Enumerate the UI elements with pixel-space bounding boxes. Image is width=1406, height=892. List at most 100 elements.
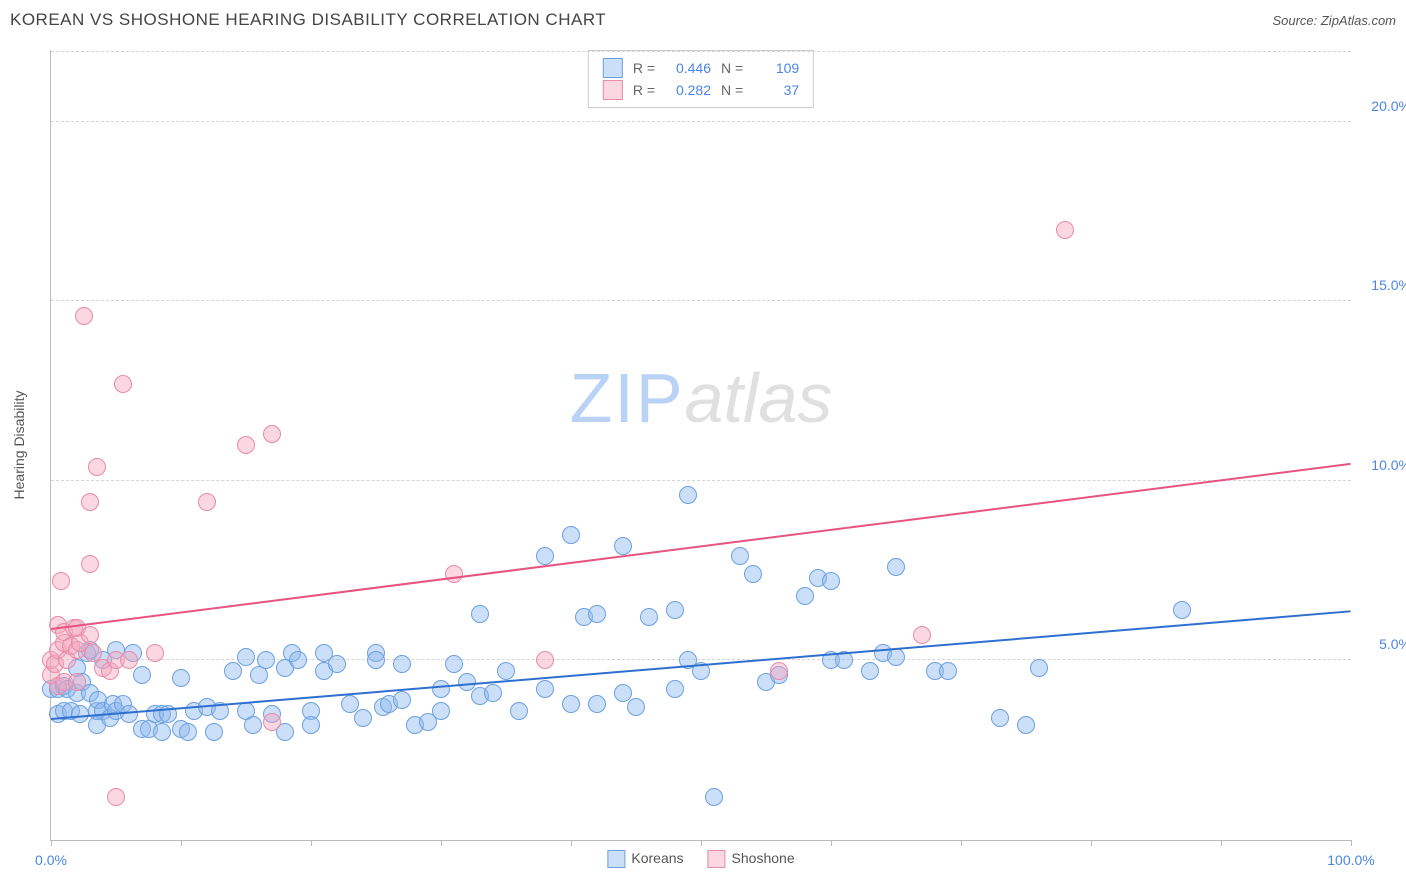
data-point: [679, 486, 697, 504]
data-point: [393, 655, 411, 673]
data-point: [289, 651, 307, 669]
data-point: [257, 651, 275, 669]
legend-item-koreans: Koreans: [607, 850, 683, 868]
data-point: [484, 684, 502, 702]
data-point: [107, 788, 125, 806]
data-point: [861, 662, 879, 680]
legend-swatch-icon: [607, 850, 625, 868]
data-point: [114, 375, 132, 393]
x-tick: [441, 840, 442, 846]
x-tick-label: 0.0%: [35, 852, 67, 868]
data-point: [328, 655, 346, 673]
data-point: [770, 662, 788, 680]
data-point: [81, 555, 99, 573]
y-tick-label: 20.0%: [1356, 98, 1406, 114]
data-point: [75, 307, 93, 325]
x-tick: [51, 840, 52, 846]
data-point: [744, 565, 762, 583]
data-point: [68, 673, 86, 691]
data-point: [666, 680, 684, 698]
trend-line: [51, 463, 1351, 630]
watermark: ZIPatlas: [570, 358, 833, 438]
data-point: [497, 662, 515, 680]
chart-source: Source: ZipAtlas.com: [1272, 13, 1396, 28]
x-tick: [701, 840, 702, 846]
data-point: [81, 493, 99, 511]
legend-r-koreans: 0.446: [665, 57, 711, 79]
data-point: [133, 666, 151, 684]
data-point: [640, 608, 658, 626]
data-point: [263, 425, 281, 443]
grid-line: [51, 121, 1351, 122]
data-point: [153, 723, 171, 741]
data-point: [536, 651, 554, 669]
x-tick: [1351, 840, 1352, 846]
data-point: [562, 695, 580, 713]
grid-line: [51, 300, 1351, 301]
x-tick: [1091, 840, 1092, 846]
plot-area: ZIPatlas Hearing Disability R = 0.446 N …: [50, 50, 1351, 841]
x-tick: [831, 840, 832, 846]
data-point: [367, 651, 385, 669]
legend-swatch-icon: [708, 850, 726, 868]
chart-header: KOREAN VS SHOSHONE HEARING DISABILITY CO…: [10, 10, 1396, 30]
legend-n-label: N =: [721, 57, 743, 79]
x-tick: [961, 840, 962, 846]
legend-n-shoshone: 37: [753, 79, 799, 101]
watermark-zip: ZIP: [570, 359, 685, 437]
correlation-legend: R = 0.446 N = 109 R = 0.282 N = 37: [588, 50, 814, 108]
data-point: [562, 526, 580, 544]
y-tick-label: 15.0%: [1356, 277, 1406, 293]
data-point: [198, 493, 216, 511]
data-point: [52, 572, 70, 590]
legend-r-label: R =: [633, 79, 655, 101]
data-point: [588, 605, 606, 623]
grid-line: [51, 51, 1351, 52]
data-point: [179, 723, 197, 741]
x-tick: [571, 840, 572, 846]
data-point: [939, 662, 957, 680]
data-point: [432, 702, 450, 720]
data-point: [731, 547, 749, 565]
data-point: [705, 788, 723, 806]
data-point: [510, 702, 528, 720]
data-point: [263, 713, 281, 731]
data-point: [432, 680, 450, 698]
x-tick: [181, 840, 182, 846]
legend-n-label: N =: [721, 79, 743, 101]
data-point: [887, 648, 905, 666]
data-point: [205, 723, 223, 741]
data-point: [88, 458, 106, 476]
legend-item-shoshone: Shoshone: [708, 850, 795, 868]
data-point: [991, 709, 1009, 727]
data-point: [1030, 659, 1048, 677]
data-point: [237, 648, 255, 666]
data-point: [224, 662, 242, 680]
data-point: [172, 669, 190, 687]
data-point: [666, 601, 684, 619]
data-point: [588, 695, 606, 713]
data-point: [536, 547, 554, 565]
data-point: [445, 655, 463, 673]
legend-row-koreans: R = 0.446 N = 109: [603, 57, 799, 79]
data-point: [120, 705, 138, 723]
y-tick-label: 5.0%: [1356, 636, 1406, 652]
x-tick: [311, 840, 312, 846]
legend-n-koreans: 109: [753, 57, 799, 79]
data-point: [614, 537, 632, 555]
data-point: [302, 716, 320, 734]
data-point: [822, 572, 840, 590]
legend-r-shoshone: 0.282: [665, 79, 711, 101]
data-point: [445, 565, 463, 583]
data-point: [341, 695, 359, 713]
data-point: [237, 436, 255, 454]
legend-r-label: R =: [633, 57, 655, 79]
legend-swatch-shoshone: [603, 80, 623, 100]
x-tick-label: 100.0%: [1327, 852, 1374, 868]
data-point: [120, 651, 138, 669]
x-tick: [1221, 840, 1222, 846]
data-point: [244, 716, 262, 734]
y-tick-label: 10.0%: [1356, 457, 1406, 473]
legend-label-shoshone: Shoshone: [732, 850, 795, 866]
data-point: [81, 626, 99, 644]
